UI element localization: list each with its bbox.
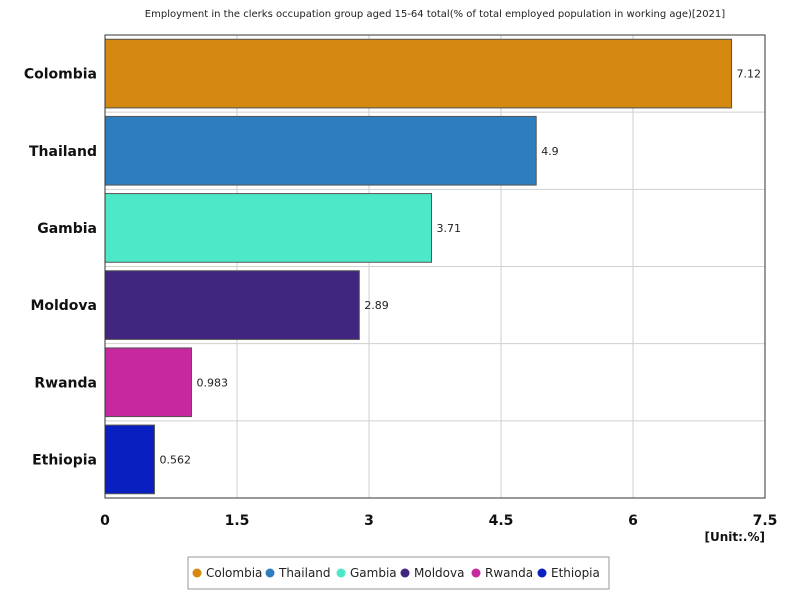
category-label-gambia: Gambia	[37, 221, 97, 237]
x-tick-label: 4.5	[489, 513, 514, 529]
category-label-colombia: Colombia	[24, 67, 97, 83]
x-tick-label: 3	[364, 513, 374, 529]
legend-label-thailand: Thailand	[278, 566, 331, 580]
legend-marker-rwanda	[471, 568, 481, 578]
unit-label: [Unit:.%]	[705, 530, 766, 544]
bar-colombia	[104, 38, 733, 109]
legend: Colombia Thailand Gambia Moldova Rwanda Ethio…	[187, 556, 610, 590]
chart-title: Employment in the clerks occupation grou…	[145, 9, 725, 20]
x-tick-label: 6	[628, 513, 638, 529]
bar-ethiopia	[104, 424, 155, 495]
bar-rwanda	[104, 347, 193, 418]
category-label-moldova: Moldova	[30, 298, 97, 314]
category-label-rwanda: Rwanda	[34, 375, 97, 391]
bar-thailand	[104, 115, 537, 186]
legend-marker-colombia	[192, 568, 202, 578]
x-tick-label: 1.5	[225, 513, 250, 529]
category-labels: Colombia Thailand Gambia Moldova Rwanda Ethio…	[24, 67, 97, 469]
x-tick-label: 7.5	[753, 513, 778, 529]
value-label-gambia: 3.71	[436, 222, 461, 235]
legend-label-rwanda: Rwanda	[485, 566, 533, 580]
value-label-colombia: 7.12	[737, 68, 762, 81]
category-label-thailand: Thailand	[29, 144, 97, 160]
plot-area-frame	[104, 34, 766, 499]
legend-marker-ethiopia	[537, 568, 547, 578]
value-label-moldova: 2.89	[364, 299, 389, 312]
legend-label-colombia: Colombia	[206, 566, 262, 580]
legend-marker-gambia	[336, 568, 346, 578]
legend-label-moldova: Moldova	[414, 566, 464, 580]
x-tick-label: 0	[100, 513, 110, 529]
bars: 7.12 4.9 3.71 2.89 0.983 0.562	[104, 38, 762, 495]
bar-gambia	[104, 193, 432, 263]
legend-label-ethiopia: Ethiopia	[551, 566, 600, 580]
bar-moldova	[104, 270, 360, 340]
value-label-thailand: 4.9	[541, 145, 559, 158]
value-label-ethiopia: 0.562	[159, 453, 191, 466]
legend-marker-moldova	[400, 568, 410, 578]
legend-label-gambia: Gambia	[350, 566, 397, 580]
x-axis-ticks: 0 1.5 3 4.5 6 7.5	[100, 513, 777, 529]
legend-marker-thailand	[265, 568, 275, 578]
category-label-ethiopia: Ethiopia	[32, 452, 97, 468]
value-label-rwanda: 0.983	[197, 376, 229, 389]
